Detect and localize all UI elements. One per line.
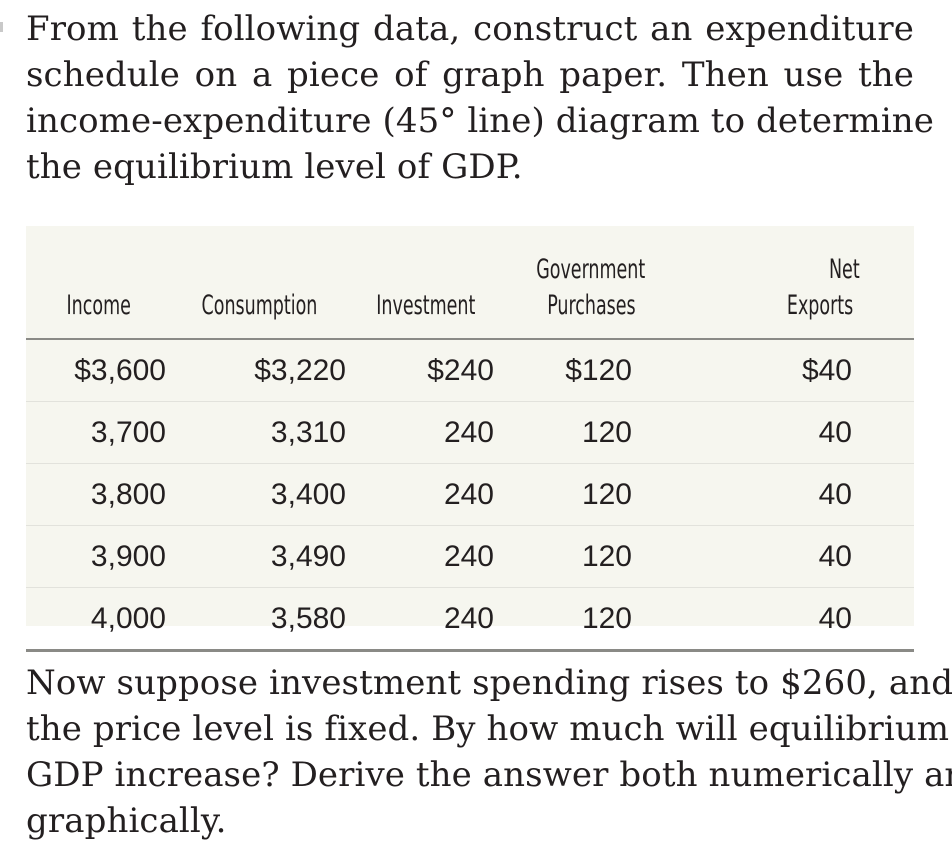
header-income: Income <box>26 226 172 340</box>
follow-up-line: the price level is fixed. By how much wi… <box>26 709 950 749</box>
cell-government: 120 <box>506 401 676 464</box>
cell-net-exports: 40 <box>676 463 914 526</box>
cell-net-exports: 40 <box>676 587 914 652</box>
cell-net-exports: $40 <box>676 339 914 402</box>
table-row: 3,700 3,310 240 120 40 <box>26 401 914 464</box>
cell-income: 3,900 <box>26 525 172 588</box>
header-government-purchases: Government Purchases <box>506 226 676 340</box>
cell-government: 120 <box>506 463 676 526</box>
page-edge-mark <box>0 22 3 32</box>
cell-income: 4,000 <box>26 587 172 652</box>
cell-government: $120 <box>506 339 676 402</box>
table-row: $3,600 $3,220 $240 $120 $40 <box>26 339 914 402</box>
cell-income: 3,800 <box>26 463 172 526</box>
cell-government: 120 <box>506 587 676 652</box>
cell-net-exports: 40 <box>676 401 914 464</box>
cell-investment: 240 <box>346 525 506 588</box>
cell-consumption: 3,400 <box>172 463 346 526</box>
cell-consumption: $3,220 <box>172 339 346 402</box>
cell-consumption: 3,490 <box>172 525 346 588</box>
cell-investment: 240 <box>346 401 506 464</box>
table-row: 3,900 3,490 240 120 40 <box>26 525 914 588</box>
intro-line: From the following data, construct an ex… <box>26 9 914 49</box>
data-table-panel: Income Consumption Investment Government… <box>26 226 914 652</box>
cell-investment: 240 <box>346 587 506 652</box>
intro-paragraph: From the following data, construct an ex… <box>26 6 935 190</box>
header-consumption: Consumption <box>172 226 346 340</box>
cell-investment: $240 <box>346 339 506 402</box>
cell-consumption: 3,580 <box>172 587 346 652</box>
follow-up-paragraph: Now suppose investment spending rises to… <box>26 660 952 844</box>
cell-net-exports: 40 <box>676 525 914 588</box>
table-header-row: Income Consumption Investment Government… <box>26 226 914 340</box>
header-net-exports: Net Exports <box>676 226 914 340</box>
cell-income: $3,600 <box>26 339 172 402</box>
header-investment: Investment <box>346 226 506 340</box>
intro-line: schedule on a piece of graph paper. Then… <box>26 55 914 95</box>
expenditure-data-table: Income Consumption Investment Government… <box>26 226 914 652</box>
follow-up-line: Now suppose investment spending rises to… <box>26 663 952 703</box>
intro-line: income-expenditure (45° line) diagram to… <box>26 101 935 141</box>
cell-government: 120 <box>506 525 676 588</box>
follow-up-line: GDP increase? Derive the answer both num… <box>26 755 952 795</box>
table-row: 3,800 3,400 240 120 40 <box>26 463 914 526</box>
table-row: 4,000 3,580 240 120 40 <box>26 587 914 652</box>
cell-income: 3,700 <box>26 401 172 464</box>
cell-investment: 240 <box>346 463 506 526</box>
follow-up-line: graphically. <box>26 801 227 841</box>
intro-line: the equilibrium level of GDP. <box>26 147 523 187</box>
cell-consumption: 3,310 <box>172 401 346 464</box>
